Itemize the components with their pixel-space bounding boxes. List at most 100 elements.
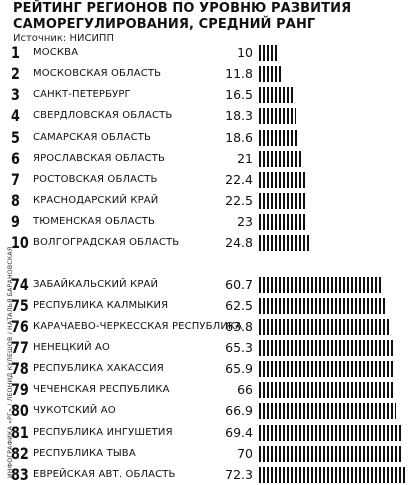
chart-row: 78 РЕСПУБЛИКА ХАКАССИЯ 65.9 bbox=[0, 358, 415, 379]
chart-row: 1 МОСКВА 10 bbox=[0, 42, 415, 63]
rank-label: 74 bbox=[11, 274, 29, 294]
bar bbox=[259, 45, 279, 61]
value-label: 22.4 bbox=[225, 171, 253, 187]
chart-row: 75 РЕСПУБЛИКА КАЛМЫКИЯ 62.5 bbox=[0, 295, 415, 316]
rank-label: 79 bbox=[11, 380, 29, 400]
chart-row: 81 РЕСПУБЛИКА ИНГУШЕТИЯ 69.4 bbox=[0, 422, 415, 443]
value-label: 66 bbox=[237, 382, 253, 398]
bar bbox=[259, 235, 310, 252]
value-label: 60.7 bbox=[225, 276, 253, 292]
region-label: РЕСПУБЛИКА ИНГУШЕТИЯ bbox=[33, 426, 173, 438]
rank-label: 81 bbox=[11, 422, 29, 442]
region-label: ЧЕЧЕНСКАЯ РЕСПУБЛИКА bbox=[33, 384, 170, 396]
bar bbox=[259, 87, 293, 104]
value-label: 69.4 bbox=[225, 424, 253, 440]
rank-label: 82 bbox=[11, 443, 29, 463]
rank-label: 4 bbox=[11, 106, 20, 126]
region-label: ЗАБАЙКАЛЬСКИЙ КРАЙ bbox=[33, 278, 159, 290]
region-label: САМАРСКАЯ ОБЛАСТЬ bbox=[33, 131, 151, 143]
value-label: 66.9 bbox=[225, 403, 253, 419]
bar bbox=[259, 193, 305, 209]
value-label: 63.8 bbox=[225, 318, 253, 334]
region-label: САНКТ-ПЕТЕРБУРГ bbox=[33, 89, 131, 101]
region-label: КРАСНОДАРСКИЙ КРАЙ bbox=[33, 195, 159, 206]
rank-label: 78 bbox=[11, 359, 29, 379]
region-label: МОСКОВСКАЯ ОБЛАСТЬ bbox=[33, 68, 162, 80]
region-label: РЕСПУБЛИКА КАЛМЫКИЯ bbox=[33, 299, 169, 311]
chart-row: 74 ЗАБАЙКАЛЬСКИЙ КРАЙ 60.7 bbox=[0, 274, 415, 295]
bar bbox=[259, 445, 402, 462]
rank-label: 10 bbox=[11, 233, 29, 253]
chart-row: 7 РОСТОВСКАЯ ОБЛАСТЬ 22.4 bbox=[0, 169, 415, 190]
bar bbox=[259, 129, 297, 146]
rank-label: 5 bbox=[11, 127, 20, 147]
chart-title-line-2: САМОРЕГУЛИРОВАНИЯ, СРЕДНИЙ РАНГ bbox=[13, 17, 316, 32]
value-label: 11.8 bbox=[225, 66, 253, 82]
bar bbox=[259, 361, 394, 378]
chart-row: 9 ТЮМЕНСКАЯ ОБЛАСТЬ 23 bbox=[0, 211, 415, 232]
bar bbox=[259, 466, 407, 483]
bar bbox=[259, 150, 302, 167]
chart-row: 5 САМАРСКАЯ ОБЛАСТЬ 18.6 bbox=[0, 127, 415, 148]
bar bbox=[259, 339, 393, 356]
bar bbox=[259, 403, 396, 420]
bar bbox=[259, 318, 390, 335]
value-label: 24.8 bbox=[225, 235, 253, 251]
value-label: 70 bbox=[237, 445, 253, 461]
bar bbox=[259, 171, 305, 188]
rank-label: 75 bbox=[11, 295, 29, 315]
rank-label: 77 bbox=[11, 337, 29, 357]
region-label: ТЮМЕНСКАЯ ОБЛАСТЬ bbox=[33, 216, 156, 228]
chart-row: 6 ЯРОСЛАВСКАЯ ОБЛАСТЬ 21 bbox=[0, 148, 415, 169]
region-label: МОСКВА bbox=[33, 47, 79, 58]
rank-label: 8 bbox=[11, 191, 20, 210]
chart-row: 8 КРАСНОДАРСКИЙ КРАЙ 22.5 bbox=[0, 190, 415, 211]
rank-label: 83 bbox=[11, 464, 29, 484]
value-label: 18.3 bbox=[225, 108, 253, 124]
bar bbox=[259, 108, 296, 125]
region-label: ЯРОСЛАВСКАЯ ОБЛАСТЬ bbox=[33, 152, 165, 164]
region-label: РЕСПУБЛИКА ТЫВА bbox=[33, 447, 136, 459]
chart-row: 80 ЧУКОТСКИЙ АО 66.9 bbox=[0, 400, 415, 421]
chart-row: 4 СВЕРДЛОВСКАЯ ОБЛАСТЬ 18.3 bbox=[0, 105, 415, 126]
rank-label: 9 bbox=[11, 212, 20, 232]
value-label: 16.5 bbox=[225, 87, 253, 103]
value-label: 65.3 bbox=[225, 339, 253, 355]
chart-row: 2 МОСКОВСКАЯ ОБЛАСТЬ 11.8 bbox=[0, 63, 415, 84]
rank-label: 2 bbox=[11, 64, 20, 84]
chart-row: 76 КАРАЧАЕВО-ЧЕРКЕССКАЯ РЕСПУБЛИКА 63.8 bbox=[0, 316, 415, 337]
region-label: ЧУКОТСКИЙ АО bbox=[33, 405, 116, 417]
bar bbox=[259, 214, 306, 231]
bar bbox=[259, 276, 383, 293]
region-label: КАРАЧАЕВО-ЧЕРКЕССКАЯ РЕСПУБЛИКА bbox=[33, 320, 243, 332]
value-label: 18.6 bbox=[225, 129, 253, 145]
value-label: 62.5 bbox=[225, 297, 253, 313]
rank-label: 3 bbox=[11, 85, 20, 105]
region-label: ВОЛГОГРАДСКАЯ ОБЛАСТЬ bbox=[33, 237, 180, 249]
region-label: РОСТОВСКАЯ ОБЛАСТЬ bbox=[33, 173, 158, 185]
chart-row: 10 ВОЛГОГРАДСКАЯ ОБЛАСТЬ 24.8 bbox=[0, 232, 415, 253]
chart-row: 82 РЕСПУБЛИКА ТЫВА 70 bbox=[0, 443, 415, 464]
region-label: СВЕРДЛОВСКАЯ ОБЛАСТЬ bbox=[33, 110, 173, 122]
bar bbox=[259, 297, 387, 314]
rank-label: 80 bbox=[11, 401, 29, 421]
chart-row: 77 НЕНЕЦКИЙ АО 65.3 bbox=[0, 337, 415, 358]
rank-label: 76 bbox=[11, 316, 29, 336]
value-label: 21 bbox=[237, 150, 253, 166]
chart-row: 3 САНКТ-ПЕТЕРБУРГ 16.5 bbox=[0, 84, 415, 105]
value-label: 23 bbox=[237, 214, 253, 230]
region-label: ЕВРЕЙСКАЯ АВТ. ОБЛАСТЬ bbox=[33, 468, 176, 480]
bar bbox=[259, 424, 401, 441]
value-label: 10 bbox=[237, 45, 253, 60]
chart-row: 79 ЧЕЧЕНСКАЯ РЕСПУБЛИКА 66 bbox=[0, 379, 415, 400]
rank-label: 6 bbox=[11, 148, 20, 168]
value-label: 72.3 bbox=[225, 466, 253, 482]
bar bbox=[259, 66, 283, 83]
chart-row: 83 ЕВРЕЙСКАЯ АВТ. ОБЛАСТЬ 72.3 bbox=[0, 464, 415, 485]
rank-label: 7 bbox=[11, 169, 20, 189]
value-label: 65.9 bbox=[225, 361, 253, 377]
rank-label: 1 bbox=[11, 43, 20, 62]
region-label: РЕСПУБЛИКА ХАКАССИЯ bbox=[33, 363, 164, 375]
chart-source: Источник: НИСИПП bbox=[13, 33, 114, 44]
region-label: НЕНЕЦКИЙ АО bbox=[33, 341, 111, 353]
